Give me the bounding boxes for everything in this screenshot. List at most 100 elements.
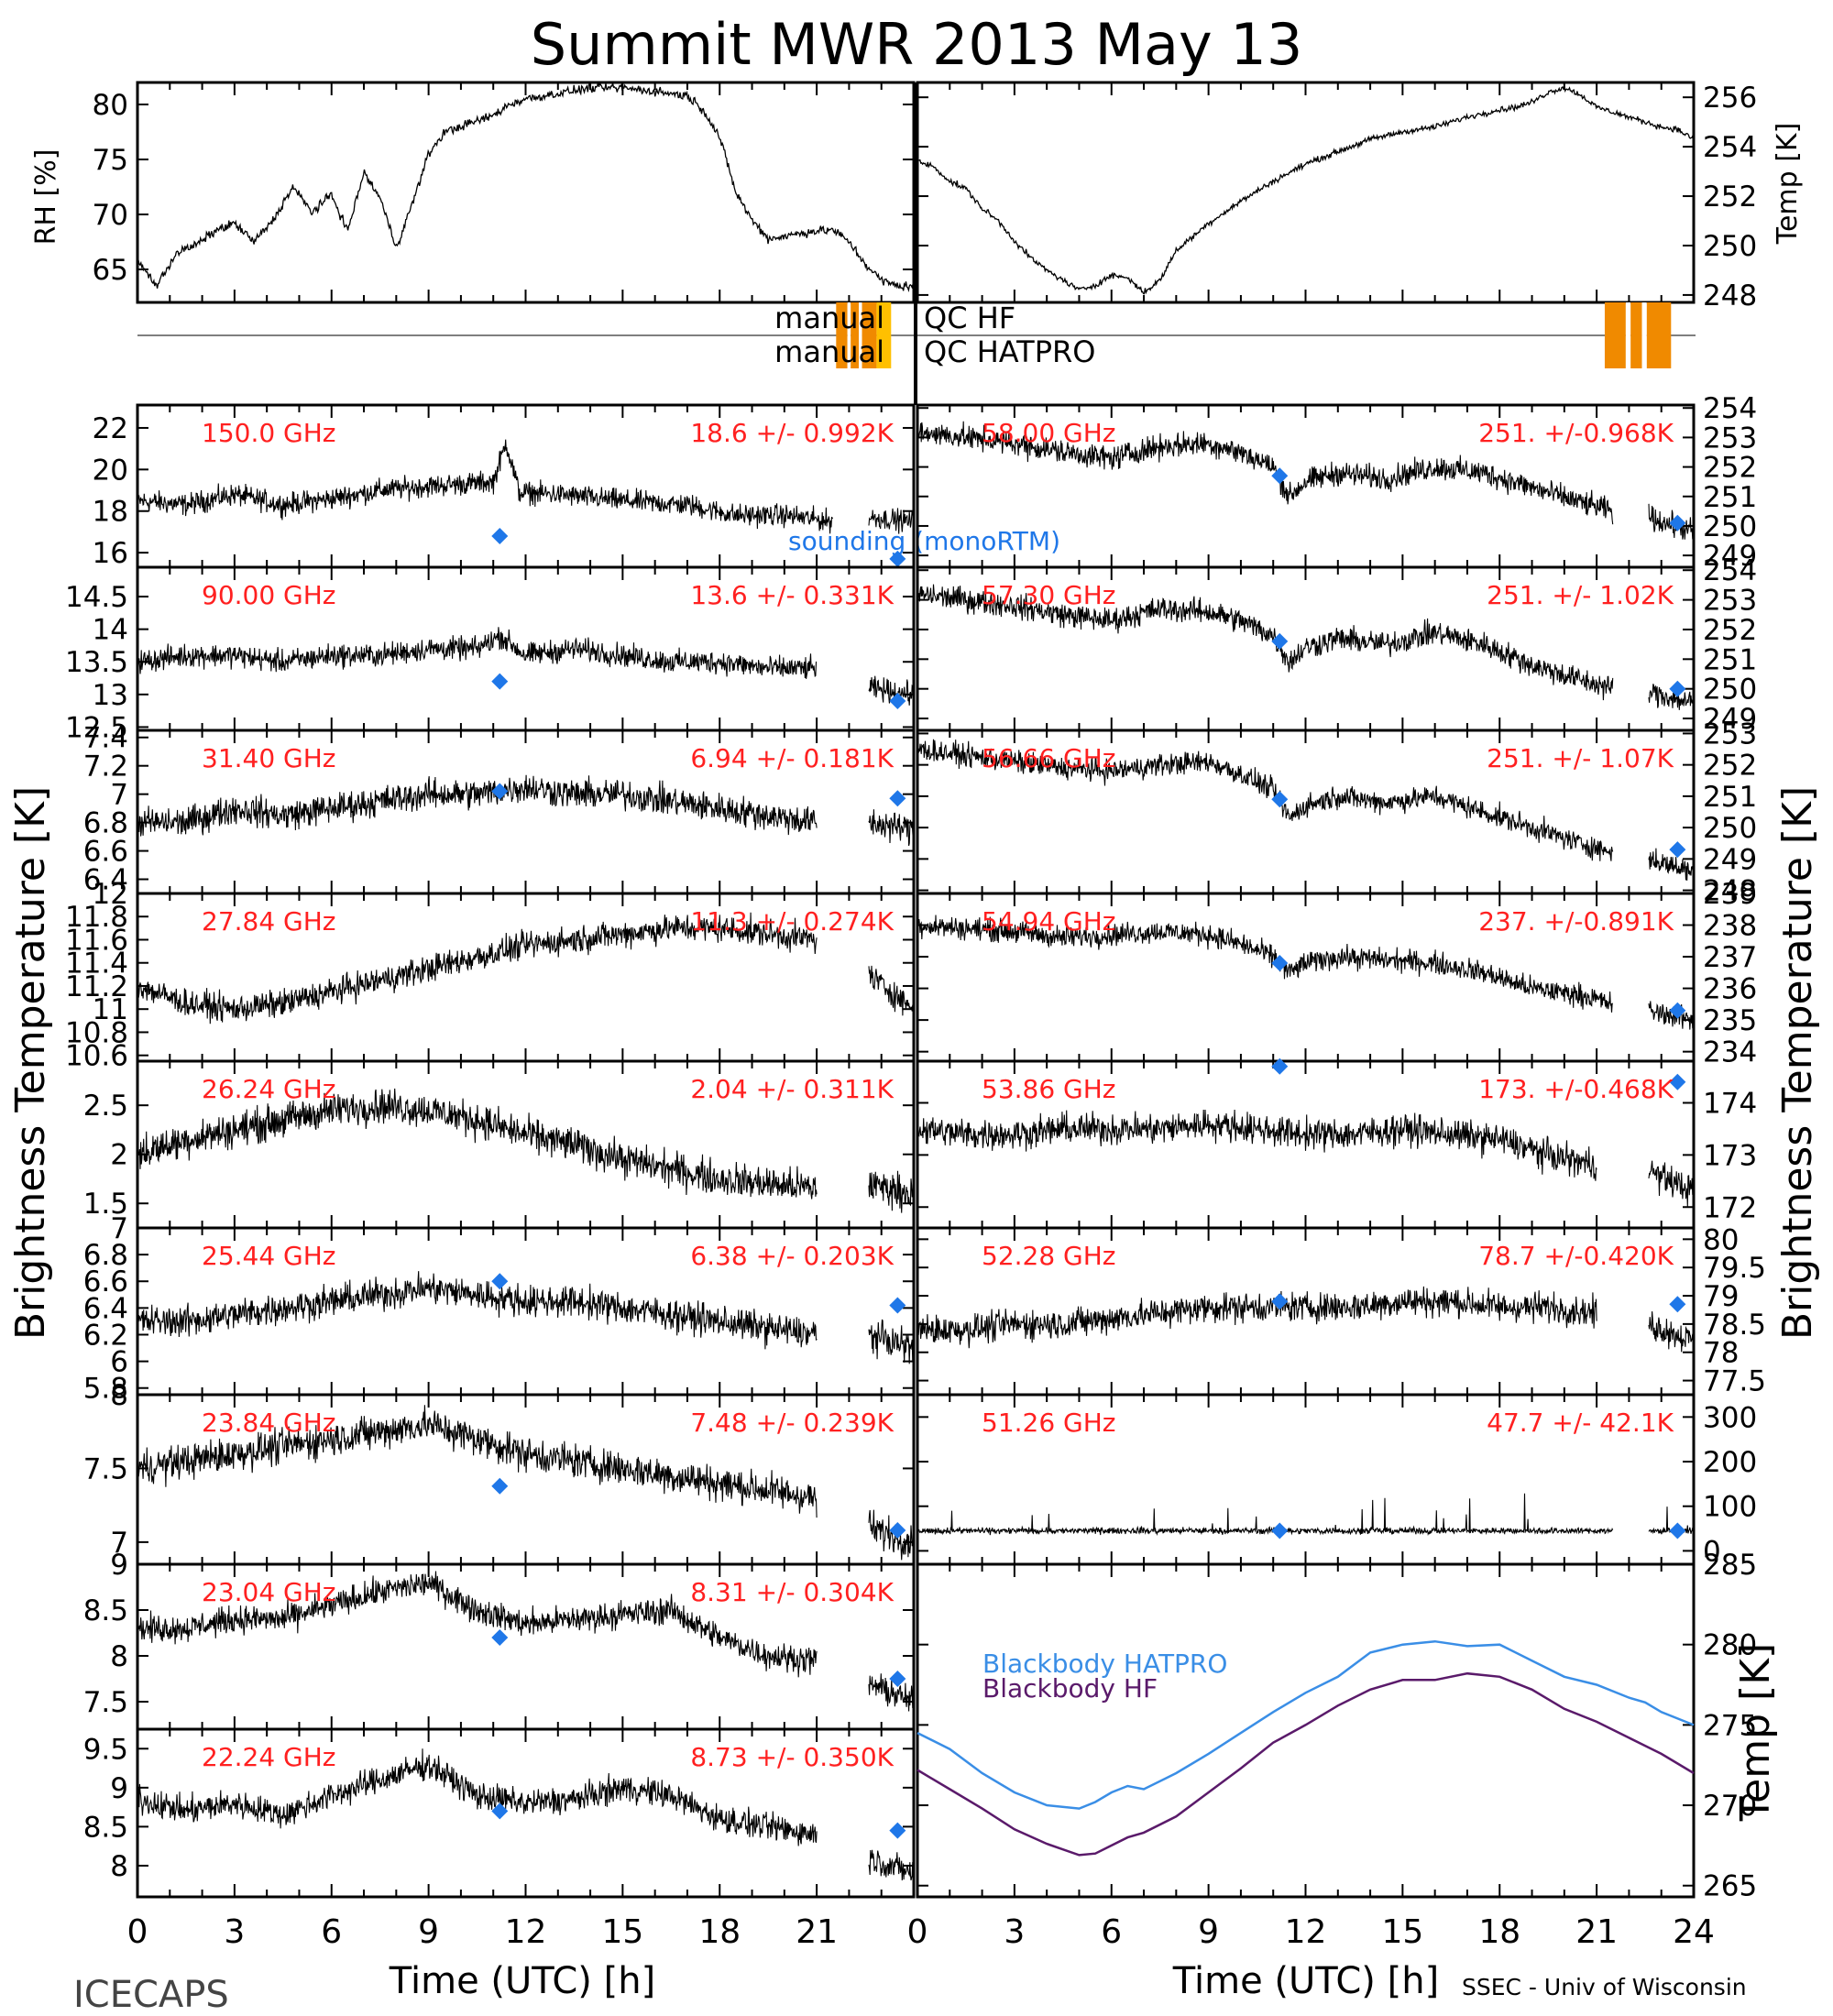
channel-ch53-ytick-label: 172 [1703,1191,1757,1224]
x-tick-label: 15 [1381,1913,1423,1951]
channel-ch54-trace [916,915,1695,1030]
x-tick-label: 21 [1575,1913,1618,1951]
sounding-marker [1669,1296,1686,1313]
x-tick-label: 0 [127,1913,148,1951]
channel-ch27-ytick-label: 11.8 [65,901,128,934]
channel-ch23_84-ytick-label: 8 [110,1379,128,1412]
x-tick-label: 24 [1673,1913,1715,1951]
sounding-marker [889,550,906,567]
channel-ch52-ytick-label: 78 [1703,1337,1739,1370]
channel-ch57-ytick-label: 254 [1703,554,1757,587]
channel-ch57-ytick-label: 249 [1703,703,1757,736]
channel-ch25-ytick-label: 6.2 [83,1319,128,1352]
channel-ch52-ytick-label: 79 [1703,1280,1739,1313]
channel-ch31-trace [137,774,915,847]
rh-panel: 65 70 75 80 RH [%] [30,81,916,304]
qc-flag-segment [1641,302,1647,368]
channel-ch23_04-ytick-label: 7.5 [83,1686,128,1719]
channel-ch57-ytick-label: 252 [1703,614,1757,647]
sounding-marker [491,1477,509,1495]
temp-ytick-label: 254 [1703,131,1757,164]
channel-frequency-label: 52.28 GHz [982,1241,1116,1271]
channel-ch56-ytick-label: 250 [1703,812,1757,845]
temp-ytick-label: 250 [1703,230,1757,263]
x-tick-label: 6 [1101,1913,1122,1951]
channel-stats-label: 251. +/- 1.02K [1487,580,1674,610]
channel-ch54-ytick-label: 239 [1703,878,1757,911]
channel-frequency-label: 90.00 GHz [202,580,336,610]
channel-ch27-trace [137,912,915,1024]
x-axes: 0 3 6 9 12 15 18 21 0 3 6 9 12 15 18 21 24 [127,1913,1715,1951]
channel-ch25-ytick-label: 7 [110,1212,128,1245]
blackbody-series-line [916,1671,1695,1857]
sounding-marker [889,1671,906,1687]
blackbody-ytick-label: 285 [1703,1549,1757,1582]
channel-ch51-ytick-label: 300 [1703,1401,1757,1434]
channel-ch54-ytick-label: 234 [1703,1036,1757,1069]
blackbody-ytick-label: 270 [1703,1790,1757,1823]
channel-ch23_04-trace [137,1571,915,1712]
channel-ch58-ytick-label: 253 [1703,422,1757,455]
sounding-marker [889,1297,906,1314]
channel-stats-label: 173. +/-0.468K [1478,1074,1674,1104]
figure-title: Summit MWR 2013 May 13 [531,11,1303,78]
channel-stats-label: 8.73 +/- 0.350K [690,1742,894,1772]
channel-ch27-ytick-label: 10.8 [65,1016,128,1049]
temp-ylabel: Temp [K] [1772,123,1804,246]
channel-ch53-ytick-label: 173 [1703,1139,1757,1172]
channel-frequency-label: 51.26 GHz [982,1408,1116,1438]
qc-flag-segment [1630,302,1642,368]
channel-ch52-ytick-label: 77.5 [1703,1365,1766,1398]
channel-frequency-label: 26.24 GHz [202,1074,336,1104]
channel-stats-label: 8.31 +/- 0.304K [690,1577,894,1607]
qc-flag-segment [836,302,848,368]
channel-ch58-ytick-label: 251 [1703,481,1757,514]
qc-right-label-top: QC HF [924,301,1015,335]
blackbody-ytick-label: 265 [1703,1870,1757,1903]
channel-ch26-ytick-label: 1.5 [83,1188,128,1221]
channel-ch90-trace [137,627,915,706]
blackbody-series-line [916,1639,1695,1810]
channel-ch57-ytick-label: 250 [1703,674,1757,707]
sounding-marker [1271,1522,1289,1539]
sounding-marker [889,790,906,807]
channel-frequency-label: 54.94 GHz [982,906,1116,937]
channel-ch27-ytick-label: 11.4 [65,948,128,981]
channel-ch22-ytick-label: 9 [110,1772,128,1805]
channel-ch58-ytick-label: 254 [1703,392,1757,425]
sounding-marker [1669,1073,1686,1090]
x-axis-label-left: Time (UTC) [h] [389,1960,655,2002]
sounding-marker [1271,791,1289,808]
qc-flag-segment [851,302,860,368]
channel-ch25-ytick-label: 5.8 [83,1373,128,1406]
qc-left-label-bottom: manual [774,334,884,369]
channel-ch54-ytick-label: 236 [1703,973,1757,1006]
channel-ch57-trace [916,583,1695,710]
channel-frequency-label: 57.30 GHz [982,580,1116,610]
qc-flag-segment [1604,302,1626,368]
channel-ch52-ytick-label: 79.5 [1703,1252,1766,1285]
channel-ch58-ytick-label: 249 [1703,540,1757,573]
sounding-marker [889,1822,906,1839]
blackbody-ytick-label: 275 [1703,1709,1757,1742]
x-tick-label: 3 [224,1913,245,1951]
channel-ch52-ytick-label: 80 [1703,1223,1739,1256]
x-axis-label-right: Time (UTC) [h] [1172,1960,1439,2002]
channel-ch31-ytick-label: 6.4 [83,864,128,897]
channel-stats-label: 6.94 +/- 0.181K [690,743,894,773]
channel-ch31-ytick-label: 6.8 [83,807,128,840]
blackbody-ylabel: Temp [K] [1732,1643,1779,1822]
channel-ch52-trace [916,1286,1695,1353]
channel-ch25: 5.866.26.46.66.87 25.44 GHz 6.38 +/- 0.203… [83,1212,916,1406]
channel-ch23_04: 7.5 8 8.5 9 23.04 GHz 8.31 +/- 0.304K [83,1549,916,1731]
channel-ch22-ytick-label: 9.5 [83,1733,128,1766]
sounding-marker [1669,514,1686,531]
channel-ch90-ytick-label: 13.5 [65,646,128,679]
channel-stats-label: 7.48 +/- 0.239K [690,1408,894,1438]
channel-ch51: 0 100 200 300 51.26 GHz 47.7 +/- 42.1K [916,1393,1757,1568]
temp-trace [916,85,1695,295]
channel-ch27-ytick-label: 11.6 [65,924,128,957]
